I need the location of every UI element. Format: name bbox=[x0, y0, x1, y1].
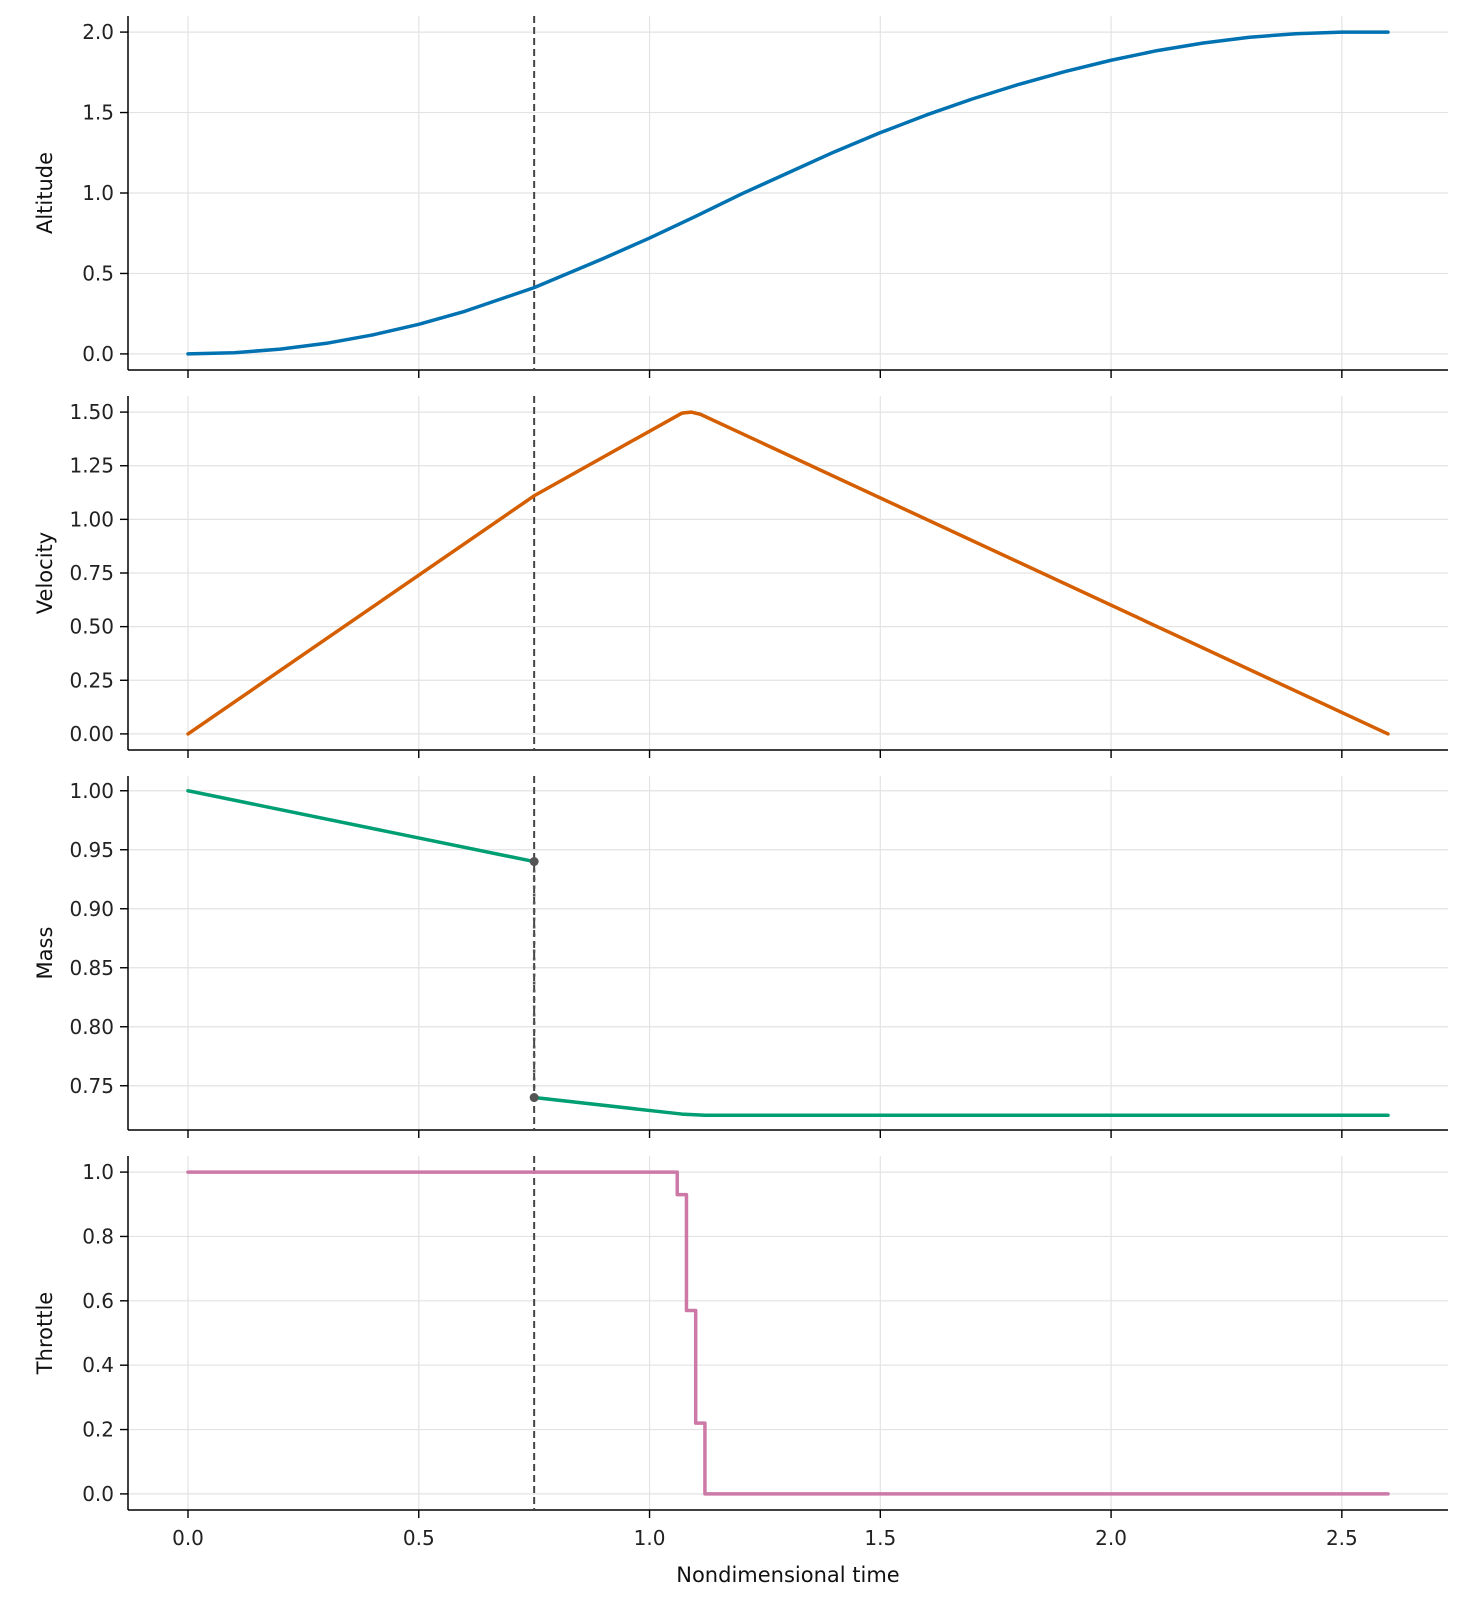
y-tick-label: 0.8 bbox=[82, 1224, 114, 1248]
panel-velocity: 0.00 0.25 0.50 0.75 1.00 1.25 1.50 Velocity bbox=[33, 396, 1448, 758]
y-tick-label: 1.25 bbox=[69, 454, 114, 478]
y-tick-label: 0.80 bbox=[69, 1015, 114, 1039]
y-tick-label: 1.5 bbox=[82, 101, 114, 125]
y-tick-label: 1.0 bbox=[82, 181, 114, 205]
y-tick-label: 2.0 bbox=[82, 20, 114, 44]
y-axis-label: Mass bbox=[33, 927, 57, 980]
y-tick-label: 0.0 bbox=[82, 1482, 114, 1506]
series-line bbox=[532, 1095, 1390, 1117]
y-tick-label: 0.4 bbox=[82, 1353, 114, 1377]
y-tick-label: 1.50 bbox=[69, 400, 114, 424]
y-axis-label: Altitude bbox=[33, 152, 57, 234]
series-line bbox=[186, 30, 1390, 356]
y-tick-label: 0.95 bbox=[69, 838, 114, 862]
y-tick-label: 0.25 bbox=[69, 668, 114, 692]
y-tick-label: 0.00 bbox=[69, 722, 114, 746]
x-tick-label: 1.0 bbox=[634, 1526, 666, 1550]
y-tick-label: 1.0 bbox=[82, 1160, 114, 1184]
mass-jump-point bbox=[529, 1093, 539, 1103]
y-tick-label: 0.90 bbox=[69, 897, 114, 921]
y-tick-label: 0.2 bbox=[82, 1418, 114, 1442]
y-tick-label: 0.85 bbox=[69, 956, 114, 980]
y-tick-label: 1.00 bbox=[69, 507, 114, 531]
x-tick-label: 0.0 bbox=[172, 1526, 204, 1550]
y-tick-label: 0.75 bbox=[69, 561, 114, 585]
series-line bbox=[186, 789, 536, 864]
panel-mass: 0.75 0.80 0.85 0.90 0.95 1.00 Mass bbox=[33, 776, 1448, 1138]
y-tick-label: 0.5 bbox=[82, 261, 114, 285]
y-tick-label: 0.6 bbox=[82, 1289, 114, 1313]
y-tick-label: 0.50 bbox=[69, 615, 114, 639]
x-tick-label: 0.5 bbox=[403, 1526, 435, 1550]
mass-jump-point bbox=[529, 857, 539, 867]
y-tick-label: 1.00 bbox=[69, 779, 114, 803]
y-tick-label: 0.0 bbox=[82, 342, 114, 366]
x-tick-label: 2.5 bbox=[1326, 1526, 1358, 1550]
y-axis-label: Throttle bbox=[33, 1292, 57, 1375]
x-axis-label: Nondimensional time bbox=[676, 1563, 899, 1587]
series-line bbox=[186, 410, 1390, 736]
x-tick-label: 2.0 bbox=[1095, 1526, 1127, 1550]
series-line bbox=[186, 1170, 1390, 1496]
panel-altitude: 0.0 0.5 1.0 1.5 2.0 Altitude bbox=[33, 16, 1448, 378]
panel-throttle: 0.0 0.2 0.4 0.6 0.8 1.0 0.0 0.5 1.0 1.5 2.0 2.5 Thro… bbox=[33, 1156, 1448, 1550]
y-axis-label: Velocity bbox=[33, 532, 57, 614]
x-tick-label: 1.5 bbox=[864, 1526, 896, 1550]
y-tick-label: 0.75 bbox=[69, 1074, 114, 1098]
